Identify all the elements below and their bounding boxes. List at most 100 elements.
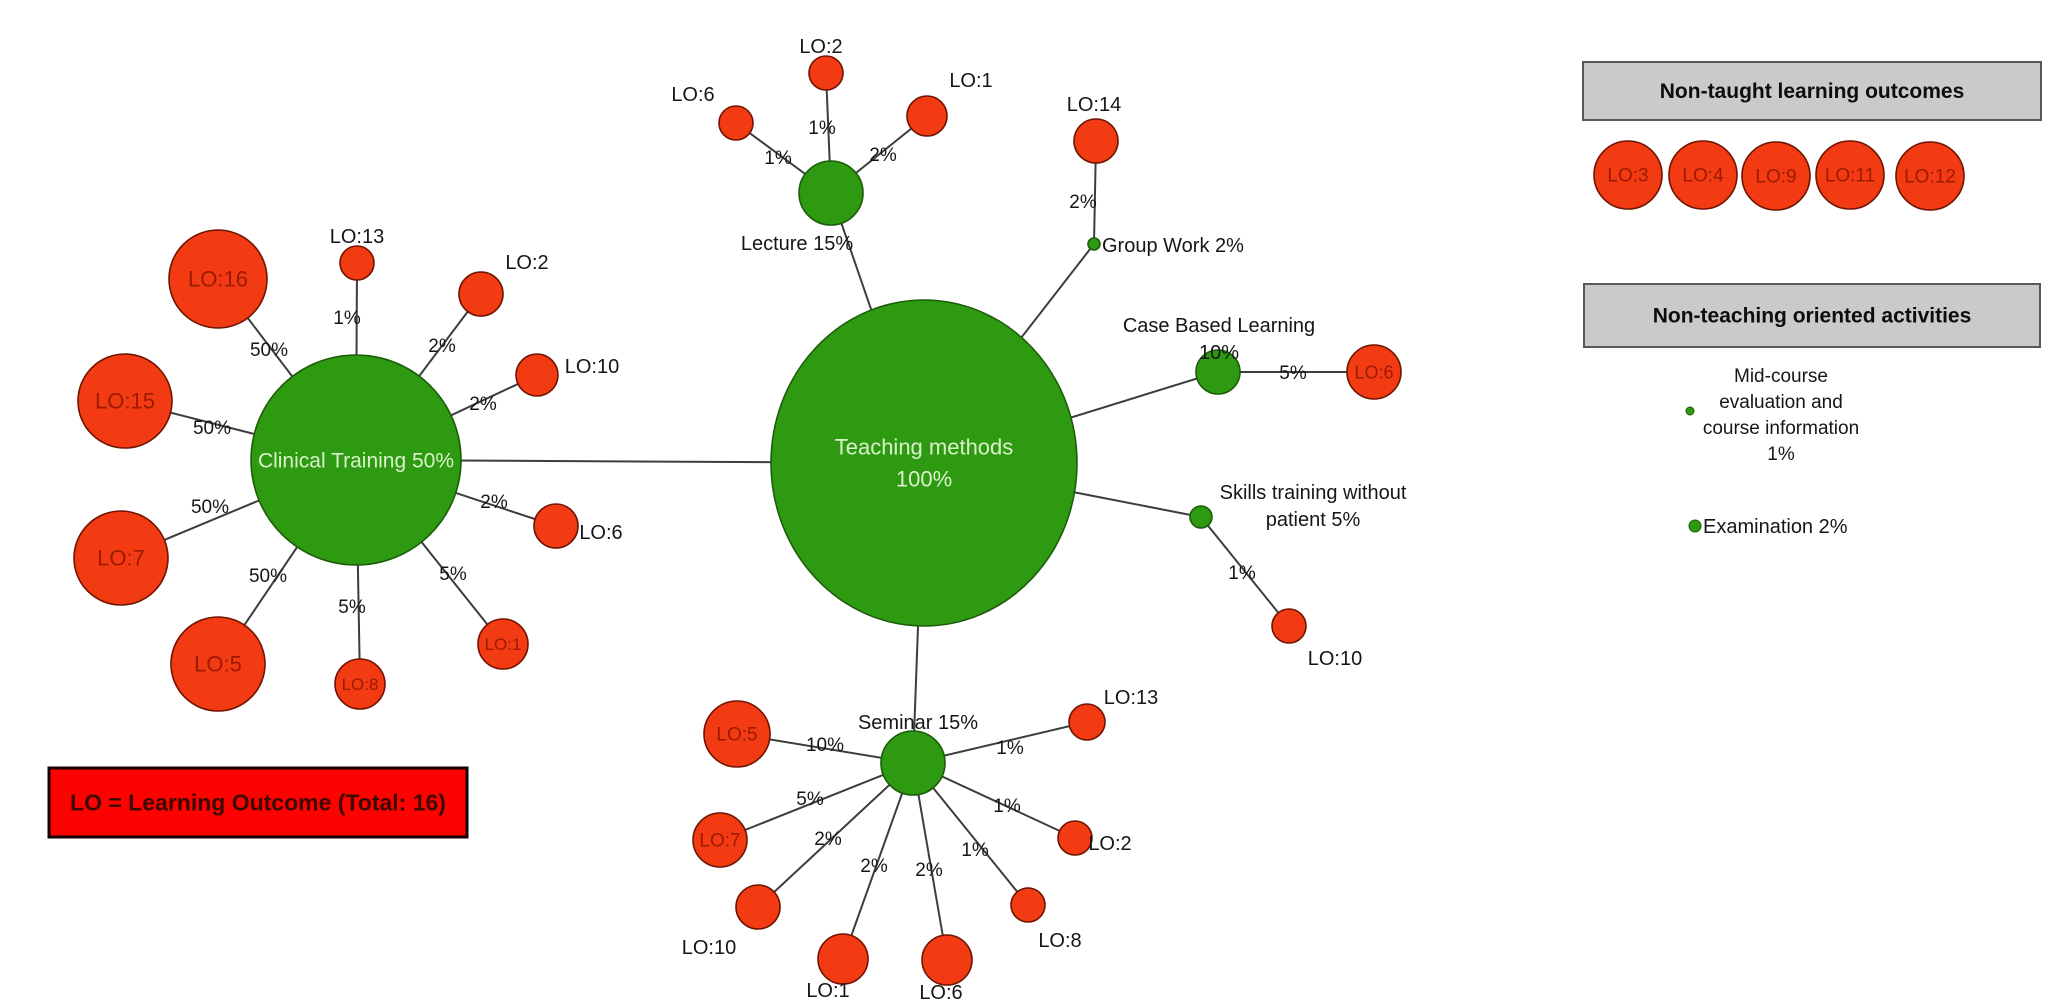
node-outer-label-l6: LO:6 <box>671 84 714 106</box>
edge-label-clinical-c13: 1% <box>333 308 361 329</box>
node-outer-label-cbl: Case Based Learning <box>1123 315 1315 337</box>
node-label-s5: LO:5 <box>716 725 757 746</box>
node-label-c16: LO:16 <box>188 267 248 292</box>
activity-label-mid-course-evaluation: Mid-course <box>1734 366 1828 387</box>
node-c7 <box>73 510 169 606</box>
node-nt11 <box>1815 140 1885 210</box>
node-s2 <box>1057 820 1093 856</box>
node-outer-label-skills: patient 5% <box>1266 509 1361 531</box>
edge-label-seminar-s6: 2% <box>915 860 943 881</box>
node-outer-label-s13: LO:13 <box>1104 687 1158 709</box>
node-outer-label-s10: LO:10 <box>682 937 736 959</box>
node-label-nt9: LO:9 <box>1755 167 1796 188</box>
node-s7 <box>692 812 748 868</box>
activity-label-examination: Examination 2% <box>1703 516 1848 538</box>
node-seminar <box>880 730 946 796</box>
edge-label-clinical-c5: 50% <box>249 566 287 587</box>
node-c8 <box>334 658 386 710</box>
edge-label-clinical-c2: 2% <box>428 336 456 357</box>
node-c16 <box>168 229 268 329</box>
node-groupwork <box>1087 237 1101 251</box>
edge-label-seminar-s2: 1% <box>993 796 1021 817</box>
node-l2 <box>808 55 844 91</box>
node-s1 <box>817 933 869 985</box>
node-s6 <box>921 934 973 986</box>
node-s13 <box>1068 703 1106 741</box>
panel-header-non-teaching <box>1583 283 2041 348</box>
node-outer-label-sk10: LO:10 <box>1308 648 1362 670</box>
edge-label-clinical-c10: 2% <box>469 394 497 415</box>
node-s5 <box>703 700 771 768</box>
activity-label-mid-course-evaluation: 1% <box>1767 444 1795 465</box>
activity-dot-examination <box>1688 519 1702 533</box>
node-outer-label-c6: LO:6 <box>579 522 622 544</box>
node-s8 <box>1010 887 1046 923</box>
edge-seminar-s6 <box>912 762 948 961</box>
node-label-c15: LO:15 <box>95 389 155 414</box>
node-c15 <box>77 353 173 449</box>
edge-label-clinical-c7: 50% <box>191 497 229 518</box>
node-c2 <box>458 271 504 317</box>
node-label-c8: LO:8 <box>342 675 379 694</box>
activity-label-mid-course-evaluation: evaluation and <box>1719 392 1843 413</box>
node-label-cb6: LO:6 <box>1354 362 1393 382</box>
node-outer-label-cbl: 10% <box>1199 342 1239 364</box>
node-outer-label-l2: LO:2 <box>799 36 842 58</box>
edge-label-lecture-l1: 2% <box>869 145 897 166</box>
node-c1 <box>477 618 529 670</box>
node-outer-label-seminar: Seminar 15% <box>858 712 978 734</box>
node-label-c5: LO:5 <box>194 652 242 677</box>
edge-label-lecture-l2: 1% <box>808 118 836 139</box>
node-nt9 <box>1741 141 1811 211</box>
node-c5 <box>170 616 266 712</box>
activity-dot-mid-course-evaluation <box>1685 406 1695 416</box>
edge-label-seminar-s10: 2% <box>814 829 842 850</box>
edge-label-clinical-c16: 50% <box>250 340 288 361</box>
edge-label-lecture-l6: 1% <box>764 148 792 169</box>
edge-label-skills-sk10: 1% <box>1228 563 1256 584</box>
node-cb6 <box>1346 344 1402 400</box>
node-outer-label-lecture: Lecture 15% <box>741 233 854 255</box>
edge-label-seminar-s8: 1% <box>961 840 989 861</box>
node-label-c1: LO:1 <box>485 635 522 654</box>
node-clinical <box>250 354 462 566</box>
node-lo14 <box>1073 118 1119 164</box>
node-outer-label-s2: LO:2 <box>1088 833 1131 855</box>
node-teaching <box>770 299 1078 627</box>
node-c6 <box>533 503 579 549</box>
panel-header-non-taught <box>1582 61 2042 121</box>
node-outer-label-groupwork: Group Work 2% <box>1102 235 1244 257</box>
node-outer-label-lo14: LO:14 <box>1067 94 1121 116</box>
edge-seminar-s1 <box>842 762 914 960</box>
node-skills <box>1189 505 1213 529</box>
node-l1 <box>906 95 948 137</box>
edge-skills-sk10 <box>1200 516 1290 627</box>
edge-label-clinical-c1: 5% <box>439 564 467 585</box>
node-sk10 <box>1271 608 1307 644</box>
node-label-nt12: LO:12 <box>1904 167 1956 188</box>
node-label-teaching: Teaching methods <box>835 435 1014 460</box>
node-label-teaching: 100% <box>896 467 952 492</box>
node-label-clinical: Clinical Training 50% <box>258 449 454 472</box>
node-outer-label-s6: LO:6 <box>919 982 962 1001</box>
node-outer-label-c2: LO:2 <box>505 252 548 274</box>
node-cbl <box>1195 349 1241 395</box>
node-outer-label-l1: LO:1 <box>949 70 992 92</box>
node-nt12 <box>1895 141 1965 211</box>
edge-label-clinical-c6: 2% <box>480 492 508 513</box>
edge-label-groupwork-lo14: 2% <box>1069 192 1097 213</box>
node-label-s7: LO:7 <box>699 831 740 852</box>
edge-label-clinical-c15: 50% <box>193 418 231 439</box>
legend-text: LO = Learning Outcome (Total: 16) <box>70 790 446 816</box>
edge-label-seminar-s7: 5% <box>796 789 824 810</box>
edge-seminar-s10 <box>757 762 914 908</box>
node-outer-label-s8: LO:8 <box>1038 930 1081 952</box>
node-s10 <box>735 884 781 930</box>
node-outer-label-skills: Skills training without <box>1220 482 1407 504</box>
edge-seminar-s7 <box>719 762 914 841</box>
node-l6 <box>718 105 754 141</box>
node-label-nt3: LO:3 <box>1607 166 1648 187</box>
node-c10 <box>515 353 559 397</box>
